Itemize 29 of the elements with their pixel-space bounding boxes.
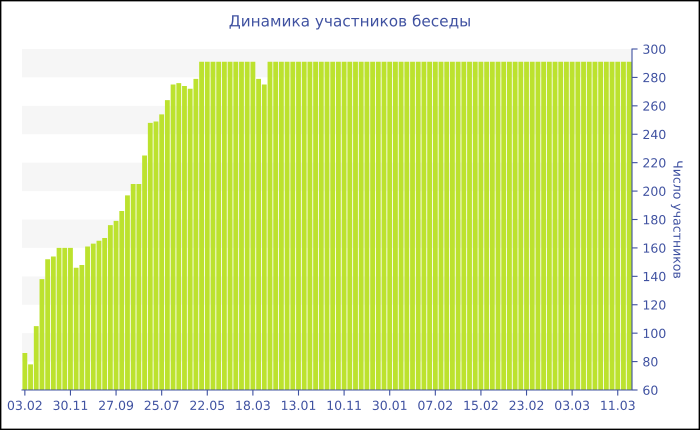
y-tick-label: 140 bbox=[644, 272, 666, 282]
x-tick-label: 18.03 bbox=[236, 400, 270, 410]
x-tick-label: 30.11 bbox=[54, 400, 88, 410]
y-tick-label: 80 bbox=[643, 357, 658, 367]
x-tick-label: 25.07 bbox=[144, 400, 178, 410]
y-tick-label: 180 bbox=[644, 214, 666, 224]
y-axis-title: Число участников bbox=[670, 161, 683, 278]
x-tick-label: 03.03 bbox=[555, 400, 590, 410]
x-tick-label: 27.09 bbox=[99, 400, 134, 410]
y-tick-label: 160 bbox=[644, 243, 666, 253]
y-tick-label: 60 bbox=[643, 385, 658, 395]
y-tick-label: 240 bbox=[643, 130, 666, 140]
y-tick-label: 220 bbox=[643, 158, 666, 168]
x-tick-label: 22.05 bbox=[190, 400, 224, 410]
x-tick-label: 11.03 bbox=[601, 400, 635, 410]
y-tick-label: 100 bbox=[644, 328, 666, 338]
x-tick-label: 30.01 bbox=[372, 400, 406, 410]
y-tick-label: 120 bbox=[644, 300, 666, 310]
y-tick-label: 200 bbox=[643, 186, 666, 196]
y-tick-label: 280 bbox=[643, 72, 666, 82]
x-tick-label: 23.02 bbox=[510, 400, 544, 410]
x-tick-label: 03.02 bbox=[8, 400, 42, 410]
y-tick-label: 300 bbox=[643, 44, 666, 54]
x-tick-label: 07.02 bbox=[418, 400, 452, 410]
y-tick-label: 260 bbox=[643, 101, 666, 111]
x-tick-label: 15.02 bbox=[464, 400, 498, 410]
x-tick-label: 10.11 bbox=[328, 400, 361, 410]
chart-title: Динамика участников беседы bbox=[230, 14, 470, 30]
x-tick-label: 13.01 bbox=[282, 400, 316, 410]
